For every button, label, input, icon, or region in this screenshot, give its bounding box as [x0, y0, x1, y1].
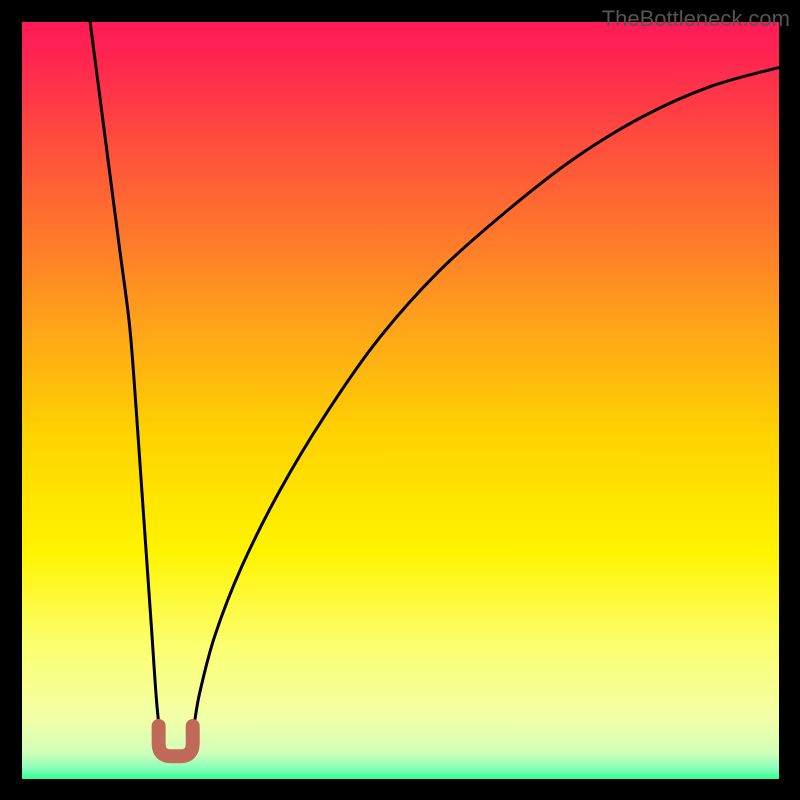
chart-container: TheBottleneck.com [0, 0, 800, 800]
bottleneck-chart-svg [0, 0, 800, 800]
